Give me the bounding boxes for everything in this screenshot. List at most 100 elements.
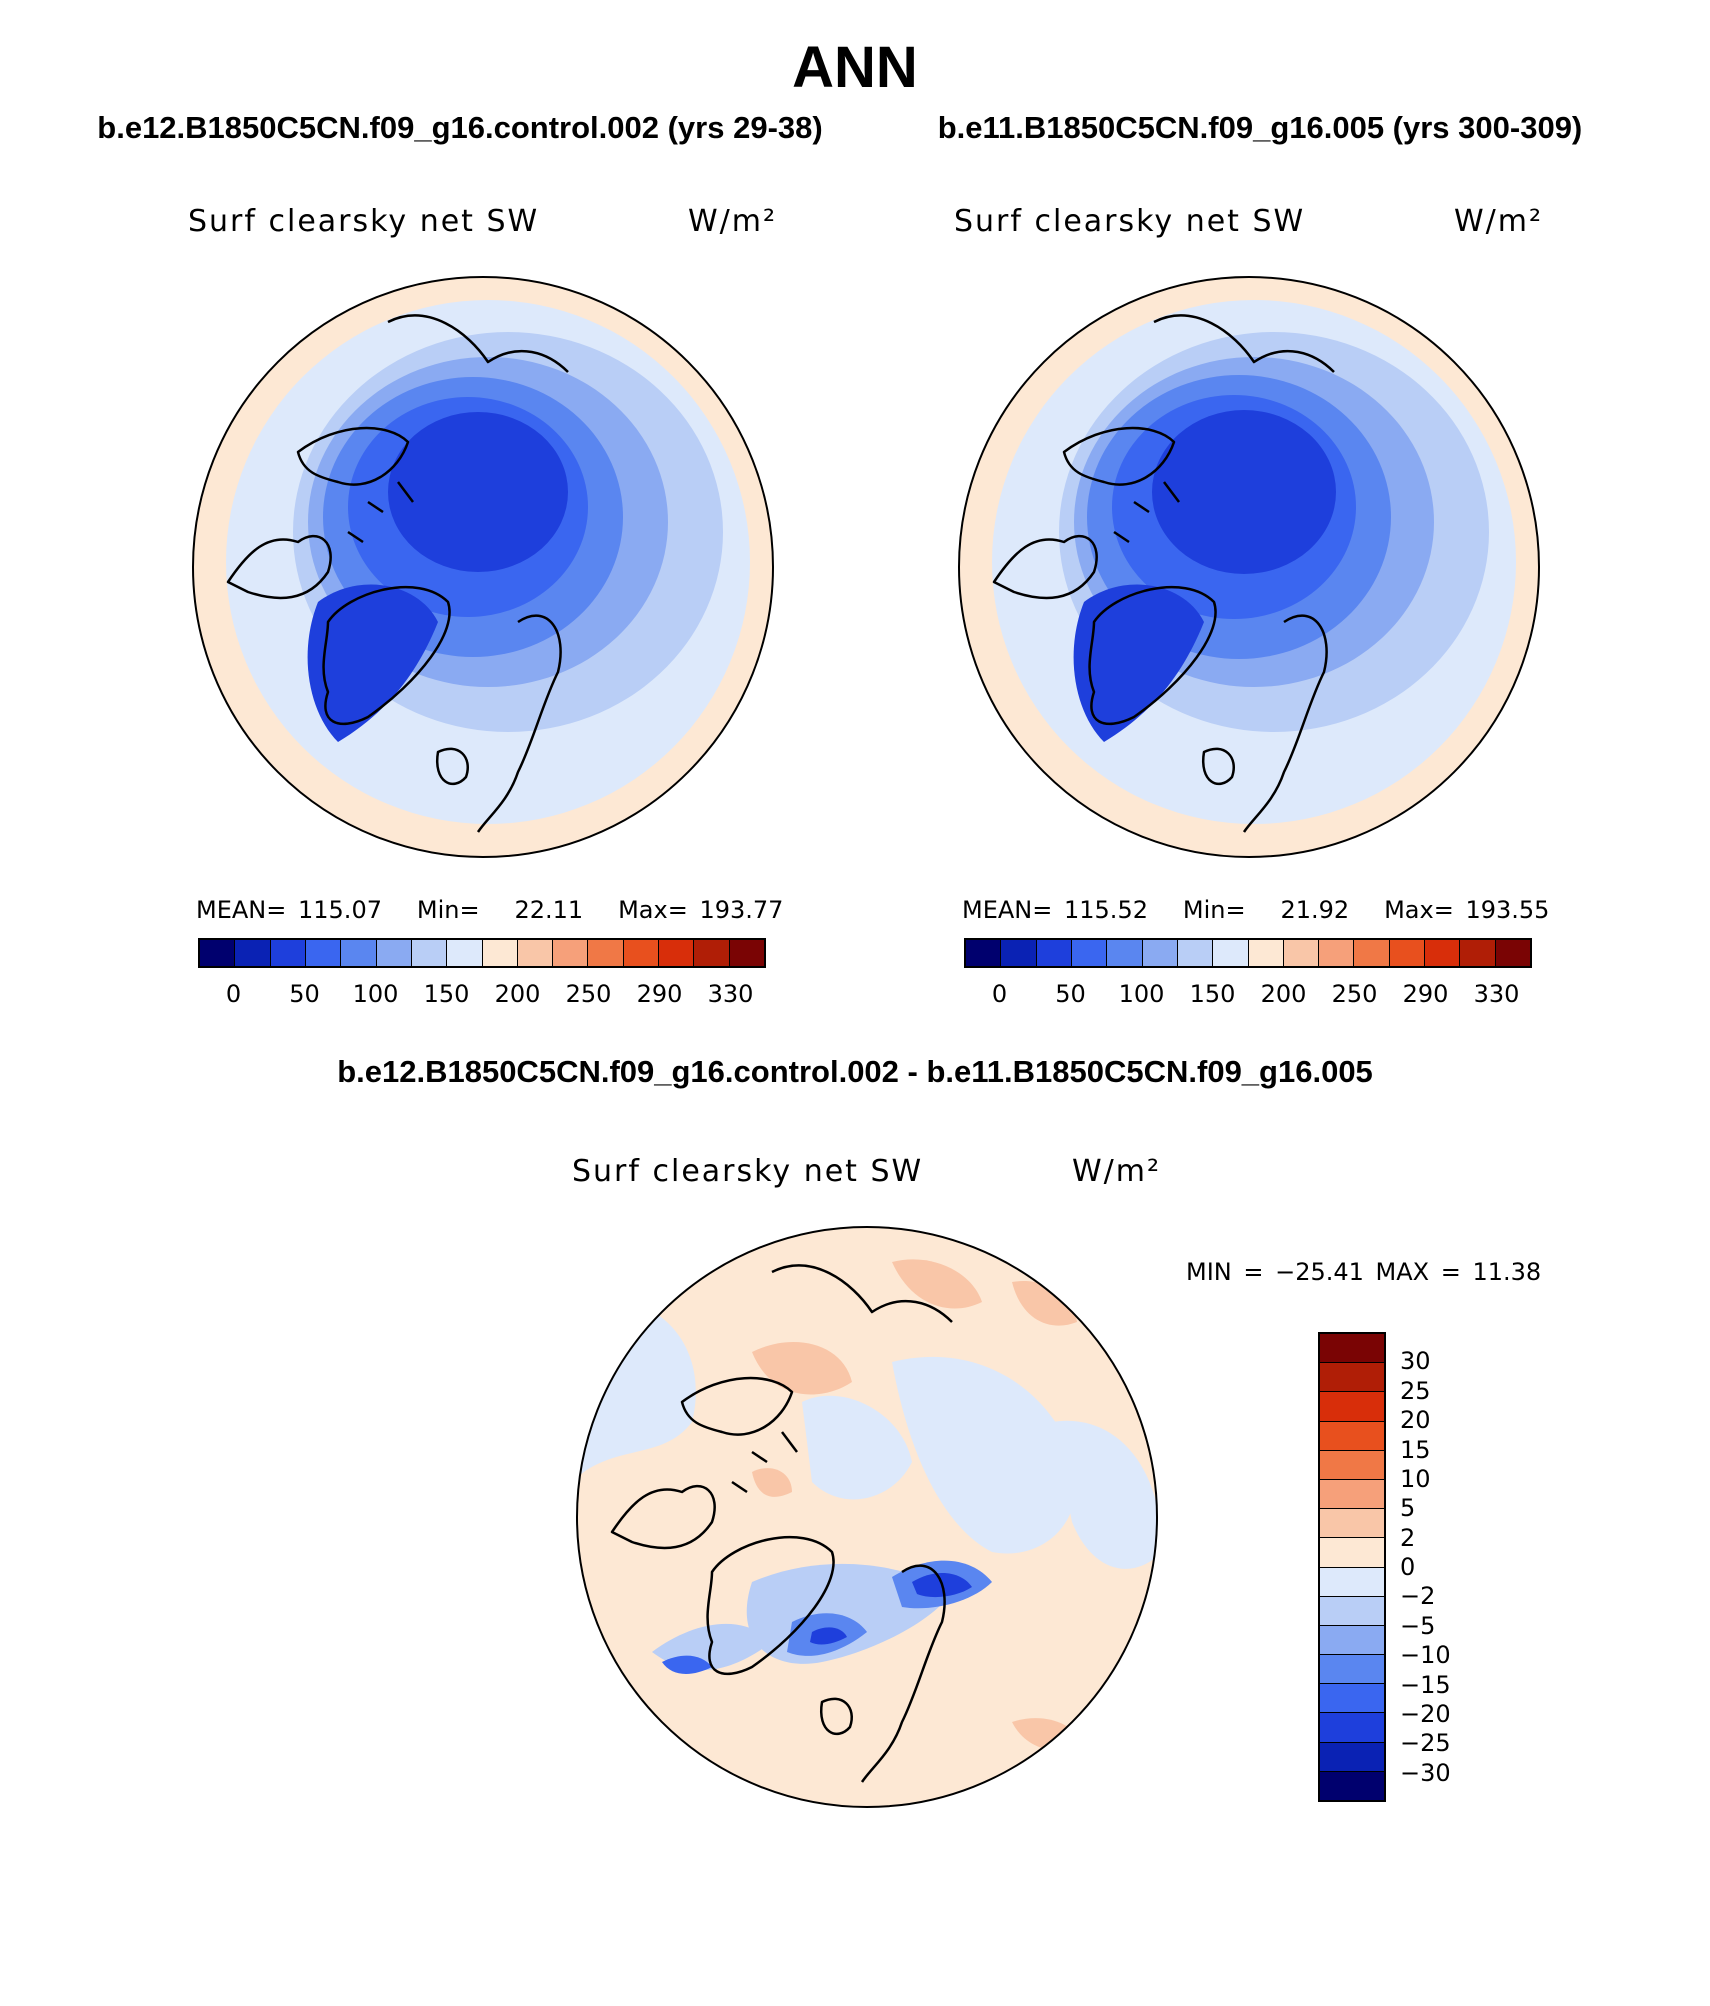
panel-2-colorbar-swatch [1248, 940, 1284, 966]
diff-panel-minmax: MIN = −25.41 MAX = 11.38 [1186, 1258, 1542, 1286]
diff-colorbar-ticks: 30 25 20 15 10 5 2 0 −2 −5 −10 −15 −20 −25 −30 [1400, 1332, 1500, 1802]
panel-1-colorbar-swatch [200, 940, 236, 966]
diff-colorbar-tick-label: −10 [1400, 1641, 1451, 1670]
panel-1-colorbar-swatch [305, 940, 342, 966]
panel-1-colorbar-swatch [694, 940, 730, 966]
diff-colorbar-swatch [1320, 1655, 1384, 1685]
panel-1-variable-label: Surf clearsky net SW [188, 204, 540, 239]
panel-2-polar-map [958, 276, 1540, 858]
diff-colorbar-swatch [1320, 1450, 1384, 1480]
panel-1-colorbar-tick-label: 100 [352, 980, 399, 1008]
panel-2-stats: MEAN= 115.52 Min= 21.92 Max= 193.55 [962, 896, 1550, 924]
panel-1-colorbar-swatch [588, 940, 624, 966]
panel-1-colorbar-swatch [376, 940, 412, 966]
diff-colorbar-tick-label: −2 [1400, 1582, 1436, 1611]
diff-colorbar-swatch [1320, 1479, 1384, 1510]
panel-2-colorbar-swatch [1071, 940, 1108, 966]
panel-2-colorbar-tick-label: 50 [1055, 980, 1086, 1008]
diff-colorbar-tick-label: 5 [1400, 1494, 1416, 1523]
diff-colorbar-swatch [1320, 1596, 1384, 1626]
diff-colorbar-tick-label: −20 [1400, 1699, 1451, 1728]
panel-1-polar-map [192, 276, 774, 858]
panel-1-colorbar-swatch [623, 940, 660, 966]
panel-2-colorbar-tick-label: 150 [1189, 980, 1236, 1008]
diff-colorbar-tick-label: −15 [1400, 1670, 1451, 1699]
diff-panel-polar-map [576, 1226, 1158, 1808]
diff-colorbar-swatch [1320, 1684, 1384, 1714]
diff-colorbar [1318, 1332, 1386, 1802]
diff-colorbar-swatch [1320, 1567, 1384, 1597]
panel-1-colorbar-swatch [235, 940, 271, 966]
panel-2-colorbar-tick-label: 200 [1260, 980, 1307, 1008]
panel-2-colorbar-ticks: 0 50 100 150 200 250 290 330 [964, 980, 1532, 1010]
panel-1-units-label: W/m² [688, 204, 778, 239]
panel-1-colorbar-swatch [341, 940, 377, 966]
panel-1-colorbar-tick-label: 330 [707, 980, 754, 1008]
panel-1-colorbar-tick-label: 290 [636, 980, 683, 1008]
panel-1-colorbar-tick-label: 150 [423, 980, 470, 1008]
diff-colorbar-swatch [1320, 1392, 1384, 1422]
diff-colorbar-swatch [1320, 1742, 1384, 1772]
panel-2-colorbar-tick-label: 0 [991, 980, 1008, 1008]
panel-1-colorbar-tick-label: 50 [289, 980, 320, 1008]
diff-colorbar-tick-label: 15 [1400, 1435, 1431, 1464]
diff-colorbar-tick-label: −5 [1400, 1611, 1436, 1640]
panel-1-colorbar-swatch [411, 940, 448, 966]
diff-colorbar-swatch [1320, 1538, 1384, 1568]
diff-panel-variable-label: Surf clearsky net SW [572, 1154, 924, 1189]
panel-2-colorbar [964, 938, 1532, 968]
panel-1-colorbar-swatch [447, 940, 483, 966]
panel-1-colorbar-swatch [270, 940, 306, 966]
panel-2-colorbar-swatch [1142, 940, 1178, 966]
panel-1-colorbar-tick-label: 250 [565, 980, 612, 1008]
diff-colorbar-swatch [1320, 1771, 1384, 1800]
diff-panel-title: b.e12.B1850C5CN.f09_g16.control.002 - b.… [337, 1054, 1373, 1089]
diff-colorbar-tick-label: 10 [1400, 1464, 1431, 1493]
figure-title: ANN [792, 35, 918, 100]
diff-colorbar-tick-label: 20 [1400, 1406, 1431, 1435]
panel-2-colorbar-tick-label: 100 [1118, 980, 1165, 1008]
panel-2-colorbar-swatch [1001, 940, 1037, 966]
panel-1-colorbar [198, 938, 766, 968]
panel-1-colorbar-tick-label: 0 [225, 980, 242, 1008]
diff-colorbar-tick-label: −30 [1400, 1758, 1451, 1787]
panel-1-colorbar-swatch [729, 940, 764, 966]
panel-1-colorbar-swatch [659, 940, 695, 966]
panel-1-colorbar-swatch [553, 940, 589, 966]
diff-colorbar-tick-label: 25 [1400, 1376, 1431, 1405]
panel-2-units-label: W/m² [1454, 204, 1544, 239]
panel-2-colorbar-swatch [1460, 940, 1496, 966]
panel-2-variable-label: Surf clearsky net SW [954, 204, 1306, 239]
panel-2-colorbar-tick-label: 250 [1331, 980, 1378, 1008]
panel-2-colorbar-swatch [1177, 940, 1214, 966]
panel-1-stats: MEAN= 115.07 Min= 22.11 Max= 193.77 [196, 896, 784, 924]
panel-2-colorbar-swatch [1283, 940, 1320, 966]
panel-2-colorbar-swatch [1213, 940, 1249, 966]
panel-2-colorbar-swatch [1036, 940, 1072, 966]
panel-1-colorbar-swatch [517, 940, 554, 966]
panel-2-case-title: b.e11.B1850C5CN.f09_g16.005 (yrs 300-309… [937, 110, 1583, 145]
panel-1-colorbar-tick-label: 200 [494, 980, 541, 1008]
diff-colorbar-swatch [1320, 1713, 1384, 1743]
diff-colorbar-swatch [1320, 1363, 1384, 1393]
panel-2-colorbar-swatch [1354, 940, 1390, 966]
panel-2-colorbar-swatch [1425, 940, 1461, 966]
panel-2-colorbar-swatch [1495, 940, 1530, 966]
panel-2-colorbar-swatch [1107, 940, 1143, 966]
diff-colorbar-swatch [1320, 1334, 1384, 1364]
panel-1-colorbar-swatch [482, 940, 518, 966]
diff-colorbar-tick-label: 2 [1400, 1523, 1416, 1552]
panel-1-colorbar-ticks: 0 50 100 150 200 250 290 330 [198, 980, 766, 1010]
panel-2-colorbar-swatch [1319, 940, 1355, 966]
panel-2-colorbar-swatch [966, 940, 1002, 966]
diff-colorbar-tick-label: 0 [1400, 1553, 1416, 1581]
panel-2-colorbar-tick-label: 330 [1473, 980, 1520, 1008]
panel-2-colorbar-swatch [1389, 940, 1426, 966]
diff-colorbar-swatch [1320, 1421, 1384, 1451]
diff-colorbar-swatch [1320, 1625, 1384, 1656]
diff-colorbar-tick-label: 30 [1400, 1347, 1431, 1376]
panel-2-colorbar-tick-label: 290 [1402, 980, 1449, 1008]
diff-colorbar-swatch [1320, 1509, 1384, 1539]
diff-panel-units-label: W/m² [1072, 1154, 1162, 1189]
panel-1-case-title: b.e12.B1850C5CN.f09_g16.control.002 (yrs… [97, 110, 823, 145]
